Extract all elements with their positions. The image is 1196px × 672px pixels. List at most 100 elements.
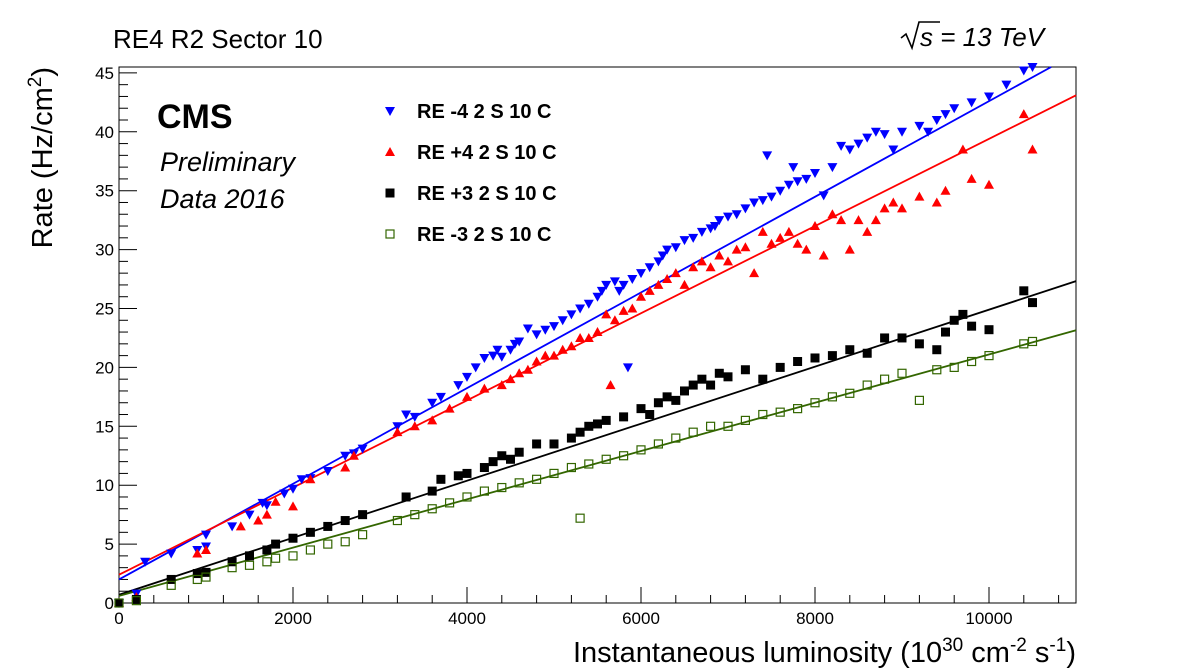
data-point bbox=[740, 415, 751, 426]
data-point bbox=[697, 374, 707, 384]
data-point bbox=[757, 226, 768, 236]
y-tick-label: 15 bbox=[95, 417, 114, 436]
data-point bbox=[740, 204, 751, 214]
data-point bbox=[201, 567, 211, 577]
data-point bbox=[723, 256, 733, 266]
sqrt-symbol bbox=[900, 21, 940, 51]
data-point bbox=[653, 398, 663, 408]
data-point bbox=[140, 557, 151, 567]
data-point bbox=[636, 269, 646, 279]
y-axis: 0 5 10 15 20 25 30 35 40 45 bbox=[95, 64, 137, 613]
data-point bbox=[392, 422, 403, 432]
data-point bbox=[827, 392, 838, 402]
data-point bbox=[853, 215, 864, 225]
data-point bbox=[618, 280, 629, 290]
data-point bbox=[845, 388, 855, 398]
data-point bbox=[305, 474, 316, 484]
data-point bbox=[749, 268, 760, 278]
data-point bbox=[1018, 66, 1029, 76]
legend-label: RE -4 2 S 10 C bbox=[417, 101, 552, 123]
y-tick-label: 10 bbox=[95, 476, 114, 495]
data-point bbox=[296, 475, 307, 485]
x-tick-label: 0 bbox=[114, 609, 123, 628]
data-point bbox=[984, 179, 994, 189]
data-point bbox=[409, 421, 420, 431]
data-point bbox=[793, 357, 803, 367]
data-point bbox=[636, 291, 646, 301]
data-point bbox=[757, 196, 768, 206]
y-tick-label: 0 bbox=[105, 594, 114, 613]
data-point bbox=[566, 433, 576, 443]
data-point bbox=[671, 395, 681, 405]
legend-label: RE +4 2 S 10 C bbox=[417, 142, 557, 164]
series-markers bbox=[114, 286, 1037, 608]
data-point bbox=[636, 445, 646, 455]
data-point bbox=[788, 163, 799, 173]
data-point bbox=[932, 345, 942, 355]
data-point bbox=[783, 180, 794, 190]
data-point bbox=[453, 381, 464, 391]
data-point bbox=[583, 299, 594, 309]
data-point bbox=[766, 192, 777, 202]
data-point bbox=[931, 116, 942, 126]
x-axis: 0 2000 4000 6000 8000 10000 bbox=[114, 587, 1060, 628]
data-point bbox=[775, 362, 785, 372]
data-point bbox=[801, 244, 812, 254]
data-point bbox=[827, 351, 837, 361]
data-point bbox=[801, 174, 812, 184]
data-point bbox=[497, 451, 507, 461]
data-point bbox=[609, 315, 620, 325]
data-point bbox=[1027, 336, 1038, 347]
data-point bbox=[762, 151, 773, 161]
y-tick-label: 35 bbox=[95, 182, 114, 201]
data-point bbox=[836, 141, 847, 151]
data-point bbox=[966, 98, 977, 108]
data-point bbox=[566, 462, 577, 473]
energy-label: s = 13 TeV bbox=[900, 21, 1047, 52]
data-point bbox=[879, 203, 890, 213]
legend-marker bbox=[385, 229, 395, 239]
data-point bbox=[601, 415, 611, 425]
legend-item: RE -3 2 S 10 C bbox=[385, 224, 552, 246]
data-point bbox=[271, 553, 281, 563]
data-point bbox=[596, 286, 607, 296]
data-point bbox=[340, 516, 350, 526]
data-point bbox=[262, 557, 272, 567]
data-point bbox=[514, 368, 525, 378]
data-point bbox=[305, 527, 315, 537]
data-point bbox=[514, 447, 524, 457]
x-axis-title: Instantaneous luminosity (1030 cm-2 s-1) bbox=[573, 635, 1076, 669]
data-point bbox=[897, 203, 907, 213]
data-point bbox=[870, 127, 881, 137]
data-point bbox=[984, 351, 994, 361]
data-point bbox=[479, 383, 490, 393]
data-point bbox=[844, 244, 855, 254]
data-point bbox=[932, 365, 942, 375]
data-point bbox=[914, 395, 925, 405]
data-point bbox=[522, 324, 533, 334]
data-point bbox=[775, 232, 786, 242]
data-point bbox=[775, 186, 786, 196]
data-point bbox=[740, 242, 751, 252]
data-point bbox=[410, 510, 420, 520]
data-point bbox=[844, 145, 855, 155]
data-point bbox=[470, 363, 481, 373]
energy-symbol: s bbox=[920, 22, 933, 52]
data-point bbox=[436, 474, 446, 484]
data-point bbox=[618, 305, 629, 315]
cms-label: CMS bbox=[157, 98, 233, 136]
data-point bbox=[949, 104, 960, 114]
data-point bbox=[940, 185, 951, 195]
data-point bbox=[358, 530, 368, 540]
data-point bbox=[506, 454, 515, 464]
data-point bbox=[967, 321, 977, 331]
data-point bbox=[940, 110, 951, 120]
data-point bbox=[575, 513, 585, 523]
data-point bbox=[931, 197, 942, 207]
data-point bbox=[357, 444, 368, 454]
data-point bbox=[322, 467, 333, 477]
data-point bbox=[192, 574, 202, 585]
data-point bbox=[645, 410, 655, 420]
data-point bbox=[601, 454, 611, 464]
data-point bbox=[862, 133, 873, 143]
